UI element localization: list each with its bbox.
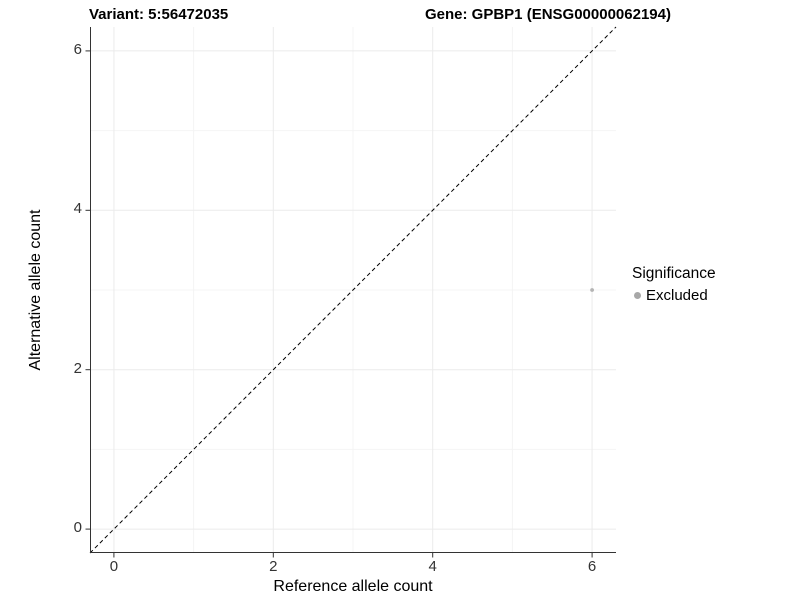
legend-item-excluded: Excluded: [630, 287, 716, 304]
legend-key-dot-icon: [634, 292, 641, 299]
identity-dashed-line: [89, 26, 617, 554]
x-tick-label: 4: [428, 558, 437, 575]
y-tick-label: 0: [73, 519, 82, 537]
plot-title-gene: Gene: GPBP1 (ENSG00000062194): [425, 6, 671, 23]
y-axis-title: Alternative allele count: [27, 209, 44, 371]
legend-title: Significance: [632, 265, 716, 282]
x-tick-label: 0: [109, 558, 119, 575]
y-tick-label: 2: [73, 359, 82, 377]
data-point: [590, 288, 594, 292]
plot-panel: [85, 26, 617, 558]
y-tick-label: 6: [73, 40, 82, 58]
x-tick-label: 2: [269, 558, 278, 575]
plot-title-variant: Variant: 5:56472035: [89, 6, 229, 23]
x-axis-title: Reference allele count: [273, 578, 433, 595]
x-tick-label: 6: [587, 558, 597, 575]
y-tick-label: 4: [73, 200, 82, 218]
scatter-plot-svg: [85, 26, 617, 558]
legend-item-label: Excluded: [646, 287, 708, 304]
legend: Significance Excluded: [630, 265, 716, 304]
